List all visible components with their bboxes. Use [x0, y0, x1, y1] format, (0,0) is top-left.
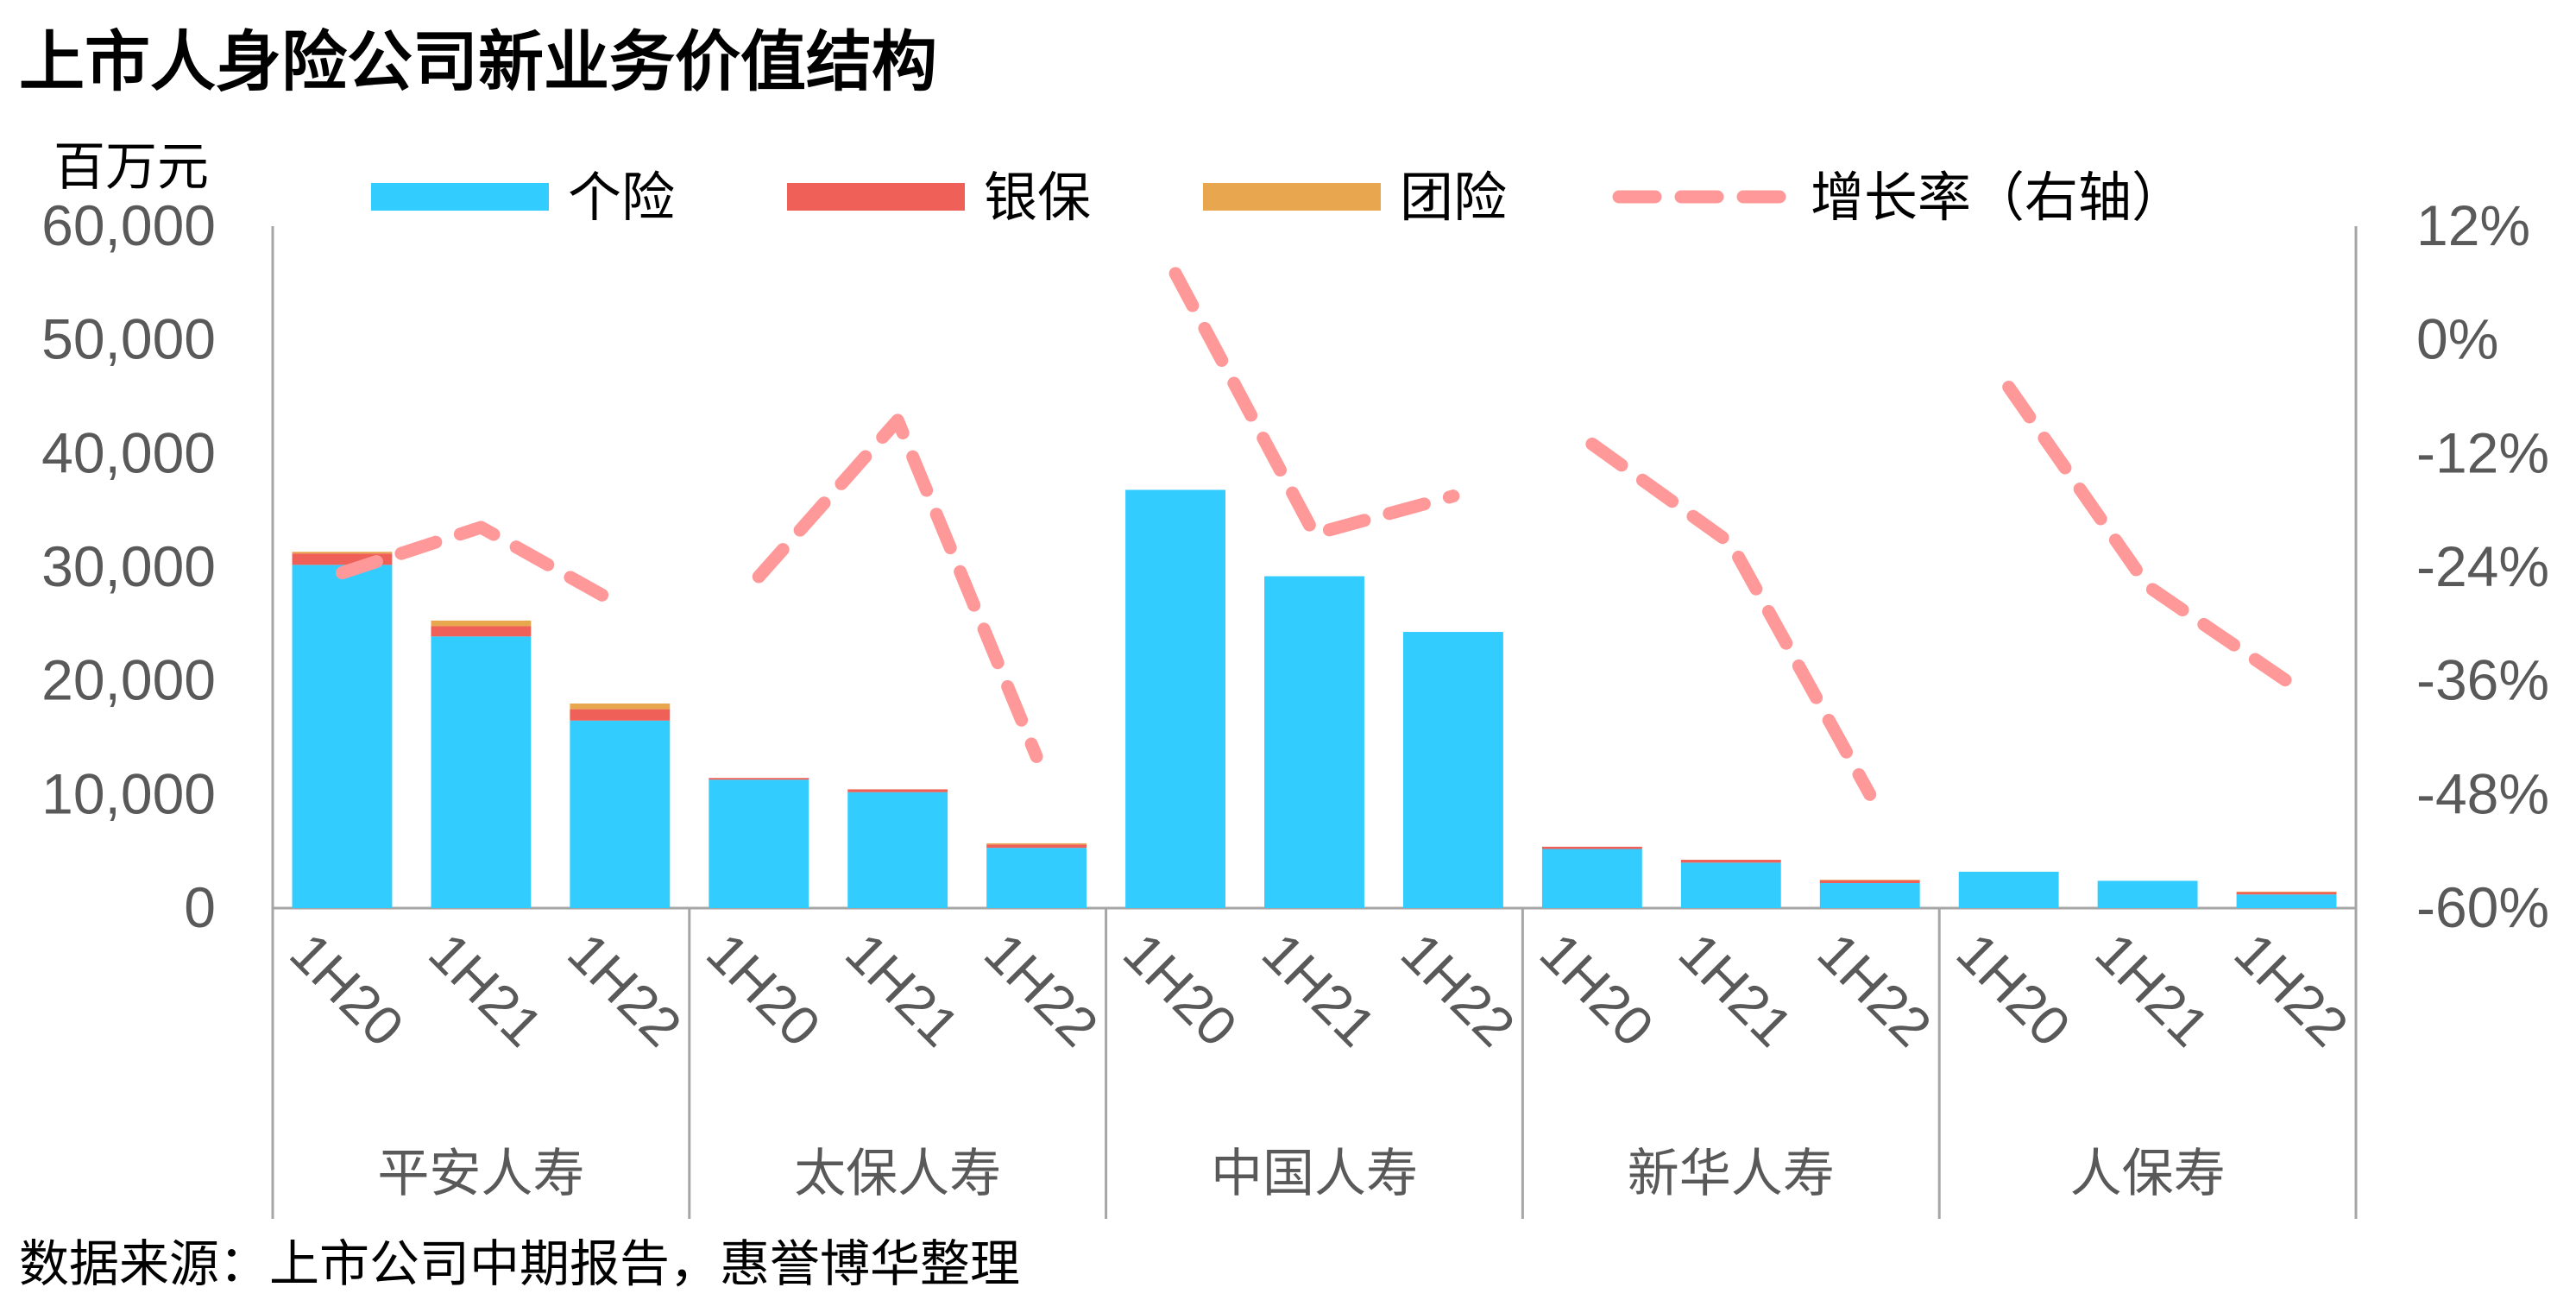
y-tick-right: -24% — [2416, 534, 2549, 598]
legend-group-swatch — [1203, 183, 1381, 211]
y-tick-right: -48% — [2416, 761, 2549, 825]
bar-individual — [1680, 862, 1781, 908]
x-tick-label: 1H21 — [417, 921, 554, 1058]
group-label: 平安人寿 — [377, 1144, 584, 1204]
legend-bancassurance-swatch — [787, 183, 965, 211]
x-tick-label: 1H22 — [556, 921, 693, 1058]
bar-individual — [1402, 632, 1503, 908]
x-tick-label: 1H21 — [834, 921, 971, 1058]
bar-bancassurance — [1819, 880, 1920, 884]
bar-individual — [431, 636, 532, 908]
y-tick-left: 10,000 — [41, 761, 216, 825]
bar-individual — [1125, 489, 1226, 908]
bar-individual — [847, 792, 948, 908]
bar-individual — [1819, 883, 1920, 908]
legend-bancassurance-label: 银保 — [984, 166, 1091, 229]
y-tick-left: 0 — [184, 875, 216, 939]
bar-group — [570, 704, 671, 710]
x-tick-label: 1H22 — [973, 921, 1110, 1058]
bar-group — [292, 552, 393, 554]
growth-rate-line — [1585, 437, 1877, 801]
y-tick-right: 12% — [2416, 193, 2530, 257]
growth-rate-line — [2002, 381, 2293, 688]
bar-individual — [570, 720, 671, 908]
growth-rate-line — [752, 413, 1043, 763]
bar-individual — [1958, 871, 2059, 908]
bar-bancassurance — [986, 844, 1087, 849]
y-tick-left: 40,000 — [41, 420, 216, 484]
growth-rate-line — [1168, 267, 1460, 541]
x-tick-label: 1H21 — [1667, 921, 1804, 1058]
y-tick-left: 20,000 — [41, 648, 216, 712]
bar-bancassurance — [1680, 860, 1781, 863]
legend: 个险 银保 团险 增长率（右轴） — [371, 166, 2185, 229]
bars — [292, 489, 2337, 908]
y-tick-right: -60% — [2416, 875, 2549, 939]
growth-rate-line — [336, 521, 627, 612]
bar-individual — [2236, 894, 2337, 908]
x-tick-label: 1H20 — [1528, 921, 1666, 1058]
y-axis-left-label: 百万元 — [54, 137, 209, 198]
bar-individual — [2097, 880, 2198, 908]
bar-bancassurance — [570, 709, 671, 721]
y-tick-right: -12% — [2416, 420, 2549, 484]
legend-group-label: 团险 — [1400, 166, 1507, 229]
group-label: 太保人寿 — [794, 1144, 1001, 1204]
bar-individual — [292, 565, 393, 908]
x-tick-label: 1H20 — [1945, 921, 2082, 1058]
x-tick-label: 1H22 — [1806, 921, 1943, 1058]
y-tick-left: 30,000 — [41, 534, 216, 598]
bar-bancassurance — [1541, 846, 1642, 849]
y-tick-left: 50,000 — [41, 307, 216, 371]
x-tick-label: 1H21 — [1250, 921, 1388, 1058]
bar-group — [986, 842, 1087, 845]
x-tick-label: 1H20 — [278, 921, 415, 1058]
y-tick-right: 0% — [2416, 307, 2498, 371]
source-note: 数据来源：上市公司中期报告，惠誉博华整理 — [19, 1234, 1020, 1293]
bar-group — [2236, 891, 2337, 893]
x-tick-label: 1H22 — [1389, 921, 1527, 1058]
bar-individual — [709, 779, 809, 908]
bar-individual — [1541, 849, 1642, 908]
y-tick-left: 60,000 — [41, 193, 216, 257]
group-label: 中国人寿 — [1211, 1144, 1418, 1204]
x-tick-label: 1H21 — [2084, 921, 2221, 1058]
group-label: 新华人寿 — [1628, 1144, 1835, 1204]
chart-title: 上市人身险公司新业务价值结构 — [19, 23, 937, 100]
growth-rate-series — [336, 267, 2293, 801]
x-tick-label: 1H20 — [695, 921, 832, 1058]
group-label: 人保寿 — [2070, 1144, 2226, 1204]
legend-growth-rate-label: 增长率（右轴） — [1811, 166, 2185, 229]
bar-bancassurance — [2236, 892, 2337, 895]
legend-individual-swatch — [371, 183, 549, 211]
x-tick-label: 1H22 — [2223, 921, 2360, 1058]
bar-bancassurance — [431, 626, 532, 637]
bar-bancassurance — [847, 789, 948, 792]
bar-group — [431, 620, 532, 627]
bar-individual — [1264, 576, 1364, 908]
bar-bancassurance — [709, 778, 809, 780]
y-tick-right: -36% — [2416, 648, 2549, 712]
legend-individual-label: 个险 — [568, 166, 675, 229]
x-tick-label: 1H20 — [1112, 921, 1249, 1058]
bar-individual — [986, 848, 1087, 908]
